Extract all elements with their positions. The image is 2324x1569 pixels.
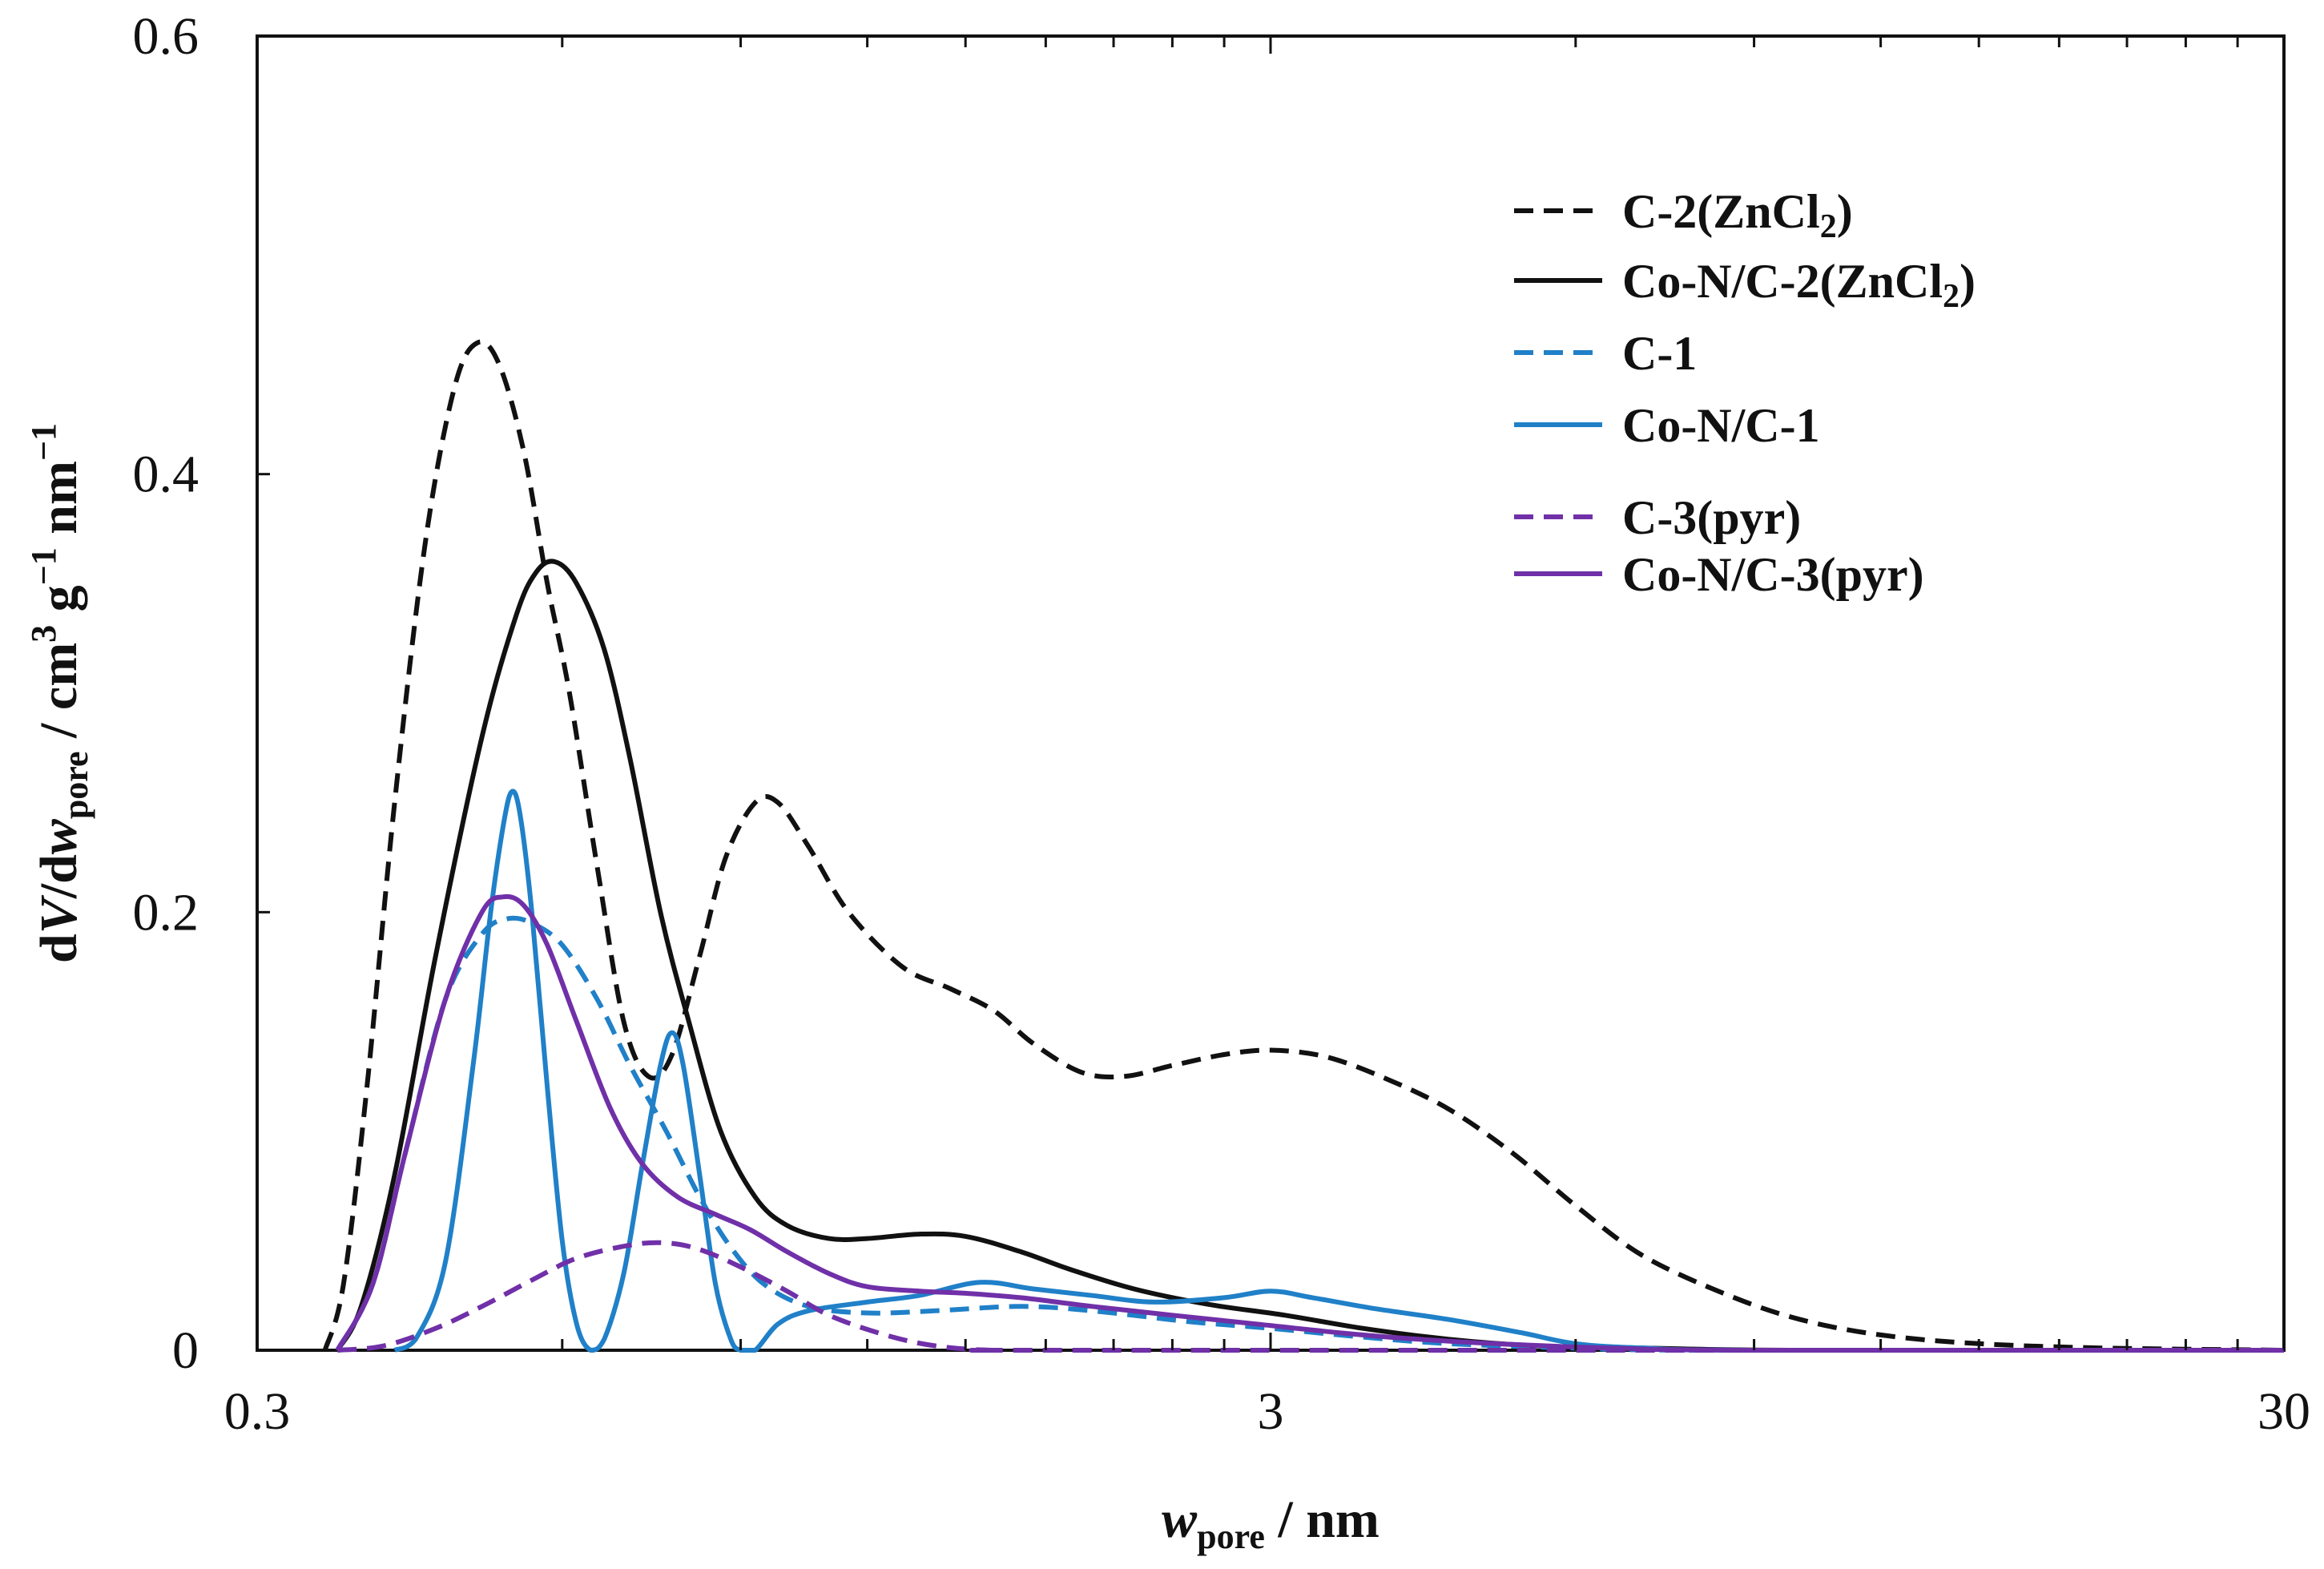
legend-label: C-1 (1622, 327, 1697, 380)
legend-item: C-2(ZnCl2) (1514, 185, 1853, 245)
legend-label: C-2(ZnCl2) (1622, 185, 1853, 245)
legend-item: Co-N/C-3(pyr) (1514, 548, 1924, 601)
x-tick-label: 3 (1258, 1382, 1284, 1441)
series-line (335, 915, 2284, 1353)
tick-layer (256, 34, 2286, 1352)
legend-label: Co-N/C-3(pyr) (1622, 548, 1924, 601)
tick-labels: 0.3 3 30 0 0.2 0.4 0.6 (133, 7, 2311, 1441)
legend-label: C-3(pyr) (1622, 491, 1801, 544)
legend-item: Co-N/C-1 (1514, 399, 1820, 452)
x-tick-label: 30 (2258, 1382, 2310, 1441)
series-line (393, 789, 2284, 1353)
legend-label: Co-N/C-1 (1622, 399, 1820, 452)
legend-item: Co-N/C-2(ZnCl2) (1514, 255, 1976, 315)
legend-item: C-1 (1514, 327, 1697, 380)
x-axis-title: wpore / nm (1162, 1490, 1379, 1556)
legend: C-2(ZnCl2) Co-N/C-2(ZnCl2) C-1 Co-N/C-1 … (1514, 185, 1976, 601)
y-tick-label: 0.4 (133, 446, 199, 504)
y-tick-label: 0.2 (133, 883, 199, 942)
series-line (336, 1240, 2284, 1353)
y-tick-label: 0 (172, 1321, 199, 1380)
plot-frame (256, 34, 2286, 1352)
series-layer (322, 339, 2285, 1353)
legend-item: C-3(pyr) (1514, 491, 1801, 544)
legend-label: Co-N/C-2(ZnCl2) (1622, 255, 1976, 315)
y-tick-label: 0.6 (133, 7, 199, 66)
x-tick-label: 0.3 (224, 1382, 291, 1441)
series-line (335, 893, 2284, 1353)
y-axis-title: dV/dwpore / cm3 g−1 nm−1 (24, 423, 95, 963)
series-line (322, 339, 2285, 1353)
